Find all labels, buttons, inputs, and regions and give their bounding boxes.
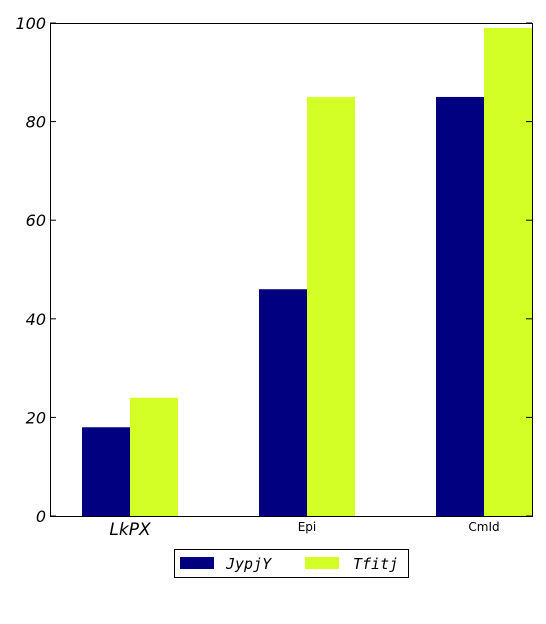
x-tick-label-CmId: CmId [468, 520, 499, 534]
bar-JypjY-LkPX [82, 427, 130, 516]
y-tick-label-40: 40 [26, 310, 46, 329]
y-axis: 0 20 40 60 80 100 [15, 14, 532, 526]
bar-JypjY-CmId [436, 96, 484, 516]
y-tick-label-60: 60 [26, 211, 46, 230]
legend-label-Tfitj: Tfitj [353, 555, 398, 573]
plot-frame [50, 23, 533, 517]
legend-swatch-JypjY [180, 557, 214, 569]
legend-swatch-Tfitj [305, 557, 339, 569]
y-tick-label-20: 20 [26, 408, 46, 427]
y-tick-label-0: 0 [36, 507, 46, 526]
bars-layer [82, 27, 532, 517]
bar-Tfitj-LkPX [130, 397, 178, 516]
bar-JypjY-Epi [259, 289, 307, 516]
legend-label-JypjY: JypjY [225, 555, 272, 573]
y-tick-label-80: 80 [26, 113, 46, 132]
x-axis: LkPX Epi CmId [109, 520, 499, 540]
legend: JypjY Tfitj [174, 549, 409, 578]
x-tick-label-Epi: Epi [298, 520, 317, 534]
y-tick-label-100: 100 [15, 14, 46, 33]
x-tick-label-LkPX: LkPX [109, 520, 151, 540]
bar-Tfitj-CmId [484, 27, 532, 517]
bar-Tfitj-Epi [307, 96, 355, 516]
